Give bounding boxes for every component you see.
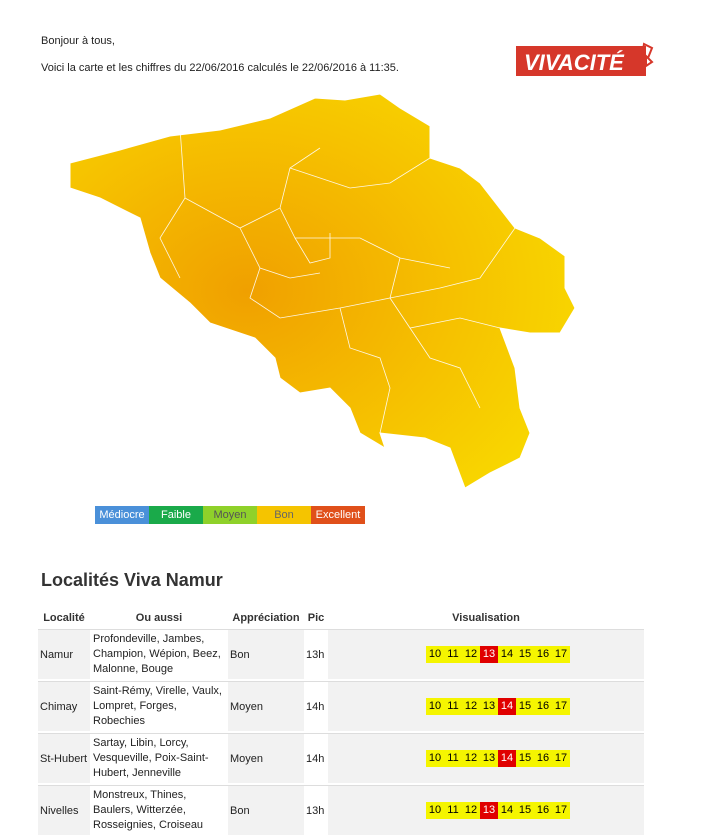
hour-cell: 16 <box>536 804 550 816</box>
header-pic: Pic <box>307 612 325 624</box>
localities-table: Localité Ou aussi Appréciation Pic Visua… <box>38 607 644 837</box>
cell-appreciation: Moyen <box>228 681 304 731</box>
legend-item-faible: Faible <box>149 506 203 524</box>
legend-item-mediocre: Médiocre <box>95 506 149 524</box>
hour-cell: 12 <box>464 752 478 764</box>
hour-cell: 11 <box>447 804 459 816</box>
header-localite: Localité <box>43 612 85 624</box>
hour-cell: 12 <box>464 804 478 816</box>
intro-text: Bonjour à tous, Voici la carte et les ch… <box>41 35 399 89</box>
section-title: Localités Viva Namur <box>41 570 223 590</box>
hour-cell: 14 <box>500 648 514 660</box>
hour-cell: 17 <box>554 648 568 660</box>
hour-cell: 17 <box>554 700 568 712</box>
cell-ou-aussi: Saint-Rémy, Virelle, Vaulx, Lompret, For… <box>90 681 228 731</box>
table-row: Chimay Saint-Rémy, Virelle, Vaulx, Lompr… <box>38 681 644 731</box>
legend-item-bon: Bon <box>257 506 311 524</box>
hour-cell: 15 <box>518 752 532 764</box>
hour-cell: 13 <box>480 646 498 663</box>
table-row: Nivelles Monstreux, Thines, Baulers, Wit… <box>38 785 644 835</box>
cell-ou-aussi: Sartay, Libin, Lorcy, Vesqueville, Poix-… <box>90 733 228 783</box>
cell-appreciation: Bon <box>228 629 304 679</box>
cell-ou-aussi: Monstreux, Thines, Baulers, Witterzée, R… <box>90 785 228 835</box>
hour-cell: 14 <box>498 698 516 715</box>
hour-cell: 12 <box>464 700 478 712</box>
hour-cell: 11 <box>447 648 459 660</box>
cell-ou-aussi: Profondeville, Jambes, Champion, Wépion,… <box>90 629 228 679</box>
table-row: Namur Profondeville, Jambes, Champion, W… <box>38 629 644 679</box>
table-row: St-Hubert Sartay, Libin, Lorcy, Vesquevi… <box>38 733 644 783</box>
hours-bar: 10 11 12 13 14 15 16 17 <box>426 698 570 715</box>
hours-bar: 10 11 12 13 14 15 16 17 <box>426 646 570 663</box>
hour-cell: 10 <box>428 804 442 816</box>
map-country-shape <box>69 93 576 489</box>
cell-localite: Chimay <box>38 681 90 731</box>
map-legend: Médiocre Faible Moyen Bon Excellent <box>95 506 365 524</box>
greeting: Bonjour à tous, <box>41 35 115 47</box>
hour-cell: 10 <box>428 752 442 764</box>
cell-pic: 14h <box>304 733 328 783</box>
hour-cell: 13 <box>480 802 498 819</box>
hour-cell: 17 <box>554 804 568 816</box>
hour-cell: 11 <box>447 700 459 712</box>
cell-pic: 13h <box>304 629 328 679</box>
intro-line: Voici la carte et les chiffres du 22/06/… <box>41 62 399 74</box>
vivacite-logo: VIVACITÉ <box>516 42 658 78</box>
header-ou-aussi: Ou aussi <box>135 612 183 624</box>
header-appreciation: Appréciation <box>232 612 300 624</box>
header-visualisation: Visualisation <box>452 612 520 624</box>
cell-visualisation: 10 11 12 13 14 15 16 17 <box>328 733 644 783</box>
hour-cell: 15 <box>518 804 532 816</box>
cell-appreciation: Bon <box>228 785 304 835</box>
hours-bar: 10 11 12 13 14 15 16 17 <box>426 802 570 819</box>
cell-localite: Namur <box>38 629 90 679</box>
hour-cell: 12 <box>464 648 478 660</box>
hour-cell: 16 <box>536 752 550 764</box>
hour-cell: 10 <box>428 648 442 660</box>
hour-cell: 14 <box>500 804 514 816</box>
hour-cell: 10 <box>428 700 442 712</box>
hour-cell: 16 <box>536 648 550 660</box>
hour-cell: 16 <box>536 700 550 712</box>
hour-cell: 11 <box>447 752 459 764</box>
hour-cell: 13 <box>482 752 496 764</box>
hour-cell: 15 <box>518 700 532 712</box>
cell-visualisation: 10 11 12 13 14 15 16 17 <box>328 785 644 835</box>
table-header-row: Localité Ou aussi Appréciation Pic Visua… <box>38 609 644 627</box>
legend-item-moyen: Moyen <box>203 506 257 524</box>
cell-localite: St-Hubert <box>38 733 90 783</box>
hours-bar: 10 11 12 13 14 15 16 17 <box>426 750 570 767</box>
cell-pic: 14h <box>304 681 328 731</box>
hour-cell: 17 <box>554 752 568 764</box>
cell-localite: Nivelles <box>38 785 90 835</box>
belgium-map <box>60 88 600 508</box>
cell-pic: 13h <box>304 785 328 835</box>
cell-appreciation: Moyen <box>228 733 304 783</box>
legend-item-excellent: Excellent <box>311 506 365 524</box>
cell-visualisation: 10 11 12 13 14 15 16 17 <box>328 629 644 679</box>
cell-visualisation: 10 11 12 13 14 15 16 17 <box>328 681 644 731</box>
svg-text:VIVACITÉ: VIVACITÉ <box>524 50 625 75</box>
hour-cell: 14 <box>498 750 516 767</box>
hour-cell: 15 <box>518 648 532 660</box>
hour-cell: 13 <box>482 700 496 712</box>
